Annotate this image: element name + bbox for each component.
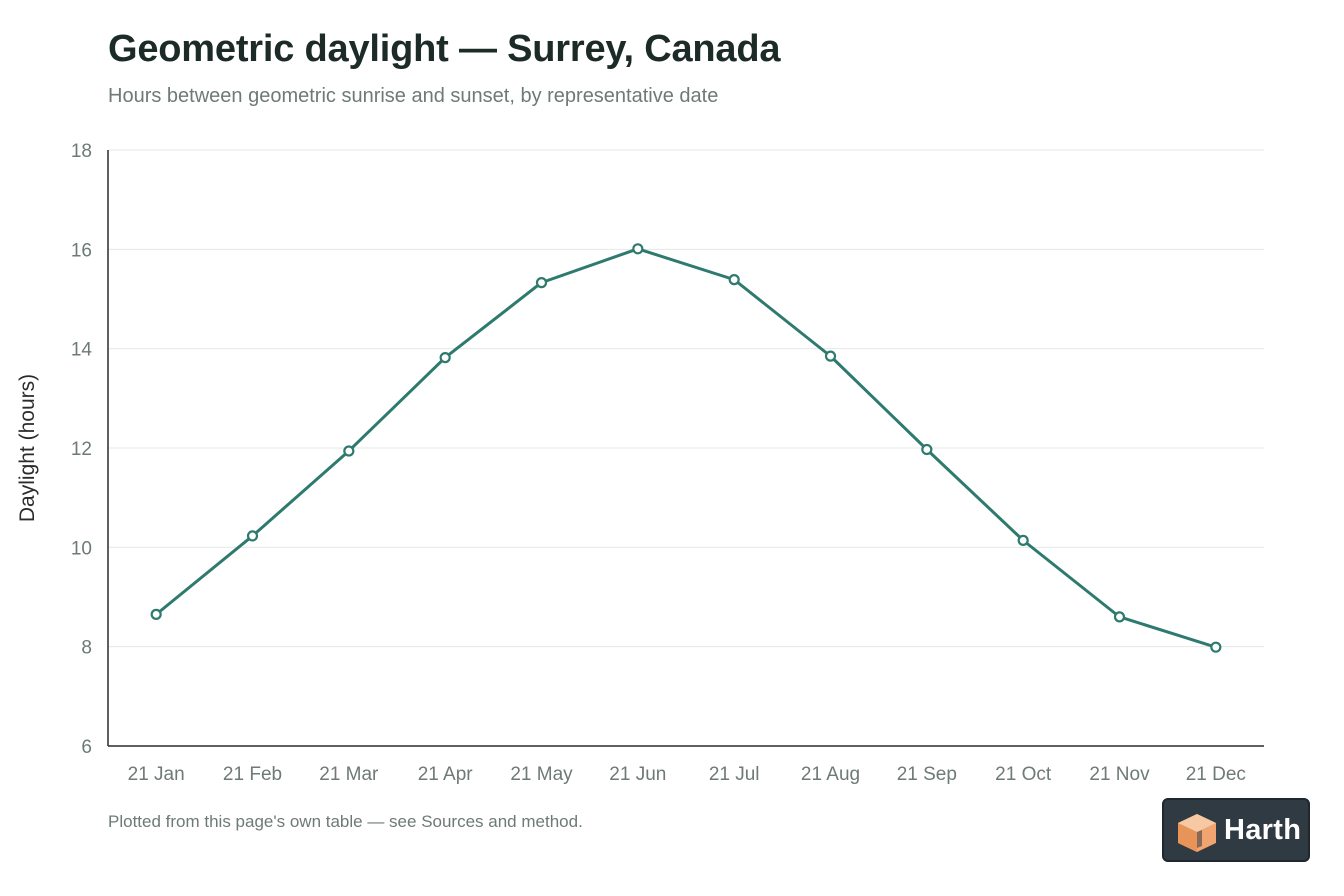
x-tick-labels: 21 Jan 21 Feb 21 Mar 21 Apr 21 May 21 Jun 21 J… bbox=[128, 764, 1246, 785]
footnote: Plotted from this page's own table — see… bbox=[108, 812, 583, 831]
data-point-21-sep[interactable] bbox=[921, 443, 933, 456]
x-tick-label: 21 Aug bbox=[801, 764, 860, 785]
chart-subtitle: Hours between geometric sunrise and suns… bbox=[108, 85, 719, 107]
data-point-21-nov[interactable] bbox=[1113, 611, 1126, 623]
x-tick-label: 21 Jan bbox=[128, 764, 185, 785]
y-tick-label: 16 bbox=[71, 240, 92, 261]
x-tick-label: 21 Nov bbox=[1089, 764, 1150, 785]
x-tick-label: 21 Jul bbox=[709, 764, 760, 785]
data-point-21-dec[interactable] bbox=[1210, 641, 1222, 653]
data-point-21-may[interactable] bbox=[535, 277, 548, 289]
data-point-21-aug[interactable] bbox=[824, 350, 837, 362]
data-point-21-feb[interactable] bbox=[246, 530, 259, 542]
y-tick-label: 8 bbox=[81, 638, 92, 659]
y-tick-labels: 6 8 10 12 14 16 18 bbox=[71, 141, 93, 758]
y-tick-label: 14 bbox=[71, 340, 93, 361]
y-tick-label: 18 bbox=[71, 141, 92, 162]
series-line bbox=[154, 247, 1218, 649]
data-point-21-jul[interactable] bbox=[728, 274, 740, 286]
axes bbox=[107, 150, 1264, 747]
harth-cube-logo-icon bbox=[1178, 814, 1216, 852]
data-point-21-jan[interactable] bbox=[150, 608, 162, 620]
x-tick-label: 21 Oct bbox=[995, 764, 1052, 785]
data-point-21-oct[interactable] bbox=[1017, 534, 1029, 546]
harth-logo-text: Harth bbox=[1224, 814, 1302, 846]
y-tick-label: 10 bbox=[71, 538, 92, 559]
y-tick-label: 12 bbox=[71, 439, 92, 460]
x-tick-label: 21 Sep bbox=[897, 764, 957, 785]
x-tick-label: 21 May bbox=[510, 764, 573, 785]
chart-title: Geometric daylight — Surrey, Canada bbox=[108, 28, 781, 70]
x-tick-label: 21 Jun bbox=[609, 764, 666, 785]
data-point-21-jun[interactable] bbox=[632, 243, 644, 255]
series-daylight bbox=[150, 243, 1222, 653]
gridlines bbox=[108, 149, 1264, 648]
harth-logo-badge[interactable]: Harth bbox=[1162, 798, 1310, 862]
x-tick-label: 21 Apr bbox=[418, 764, 474, 785]
data-point-21-mar[interactable] bbox=[343, 445, 355, 457]
y-axis-label: Daylight (hours) bbox=[16, 374, 39, 522]
x-tick-label: 21 Mar bbox=[319, 764, 379, 785]
data-point-21-apr[interactable] bbox=[439, 352, 451, 364]
y-tick-label: 6 bbox=[81, 737, 92, 758]
x-tick-label: 21 Feb bbox=[223, 764, 282, 785]
x-tick-label: 21 Dec bbox=[1186, 764, 1246, 785]
